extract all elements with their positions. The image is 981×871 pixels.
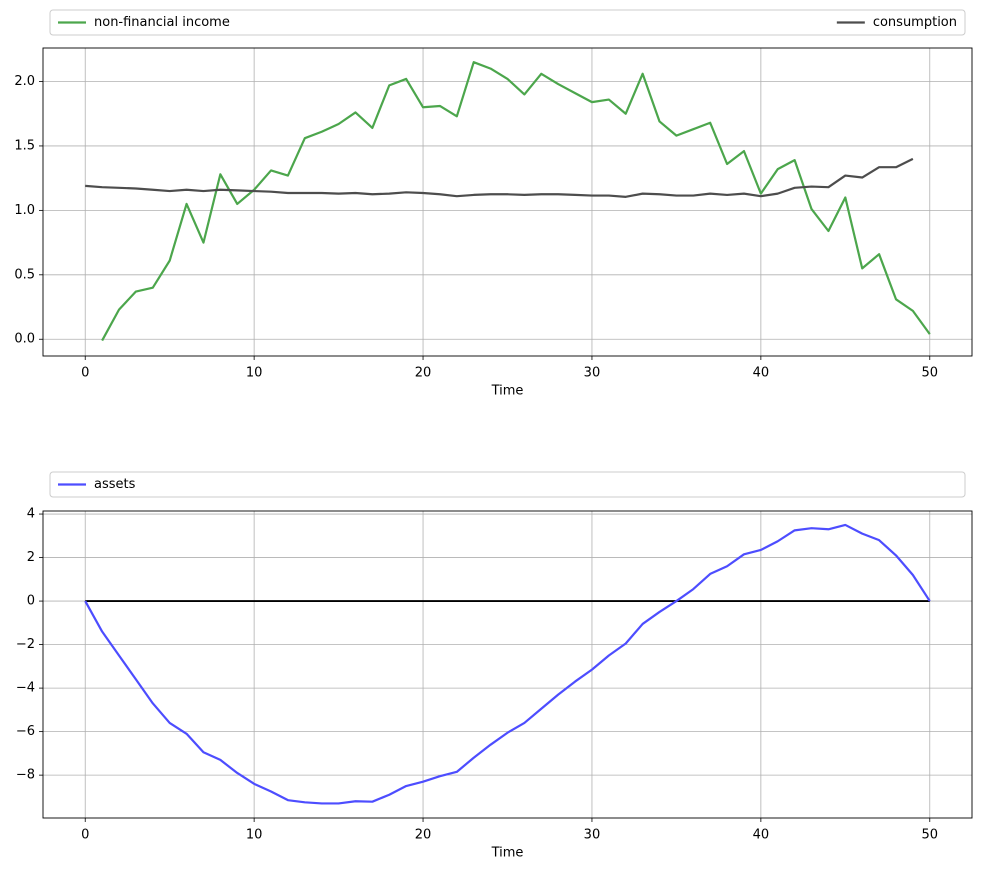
legend-label: consumption: [873, 15, 957, 30]
y-tick-label: 2: [27, 550, 35, 565]
legend-label: non-financial income: [94, 15, 230, 30]
x-tick-label: 0: [81, 828, 89, 843]
y-tick-label: 0.5: [14, 267, 35, 282]
data-line: [101, 61, 931, 342]
axes-frame: [42, 47, 973, 357]
legend-entry: non-financial income: [58, 15, 230, 30]
data-line: [85, 157, 914, 198]
x-tick-label: 10: [246, 366, 263, 381]
legend-label: assets: [94, 477, 136, 492]
y-tick-label: 1.5: [14, 138, 35, 153]
x-tick-label: 50: [921, 366, 938, 381]
y-tick-label: 1.0: [14, 203, 35, 218]
y-tick-label: −4: [16, 681, 35, 696]
legend-entry: assets: [58, 477, 136, 492]
legend-box: [49, 9, 966, 36]
y-tick-label: 0.0: [14, 332, 35, 347]
y-tick-label: 2.0: [14, 74, 35, 89]
x-axis-label: Time: [491, 384, 524, 399]
y-tick-label: 0: [27, 594, 35, 609]
legend-entry: consumption: [836, 15, 957, 30]
x-tick-label: 20: [415, 828, 432, 843]
x-tick-label: 10: [246, 828, 263, 843]
y-tick-label: −8: [16, 768, 35, 783]
x-tick-label: 30: [584, 828, 601, 843]
x-tick-label: 20: [415, 366, 432, 381]
axes-frame: [42, 510, 973, 819]
legend-box: [49, 471, 966, 498]
y-tick-label: 4: [27, 507, 35, 522]
data-line: [84, 523, 931, 805]
x-tick-label: 0: [81, 366, 89, 381]
x-tick-label: 30: [584, 366, 601, 381]
x-tick-label: 40: [753, 828, 770, 843]
x-tick-label: 50: [921, 828, 938, 843]
x-tick-label: 40: [753, 366, 770, 381]
y-tick-label: −2: [16, 637, 35, 652]
x-axis-label: Time: [491, 846, 524, 861]
y-tick-label: −6: [16, 724, 35, 739]
